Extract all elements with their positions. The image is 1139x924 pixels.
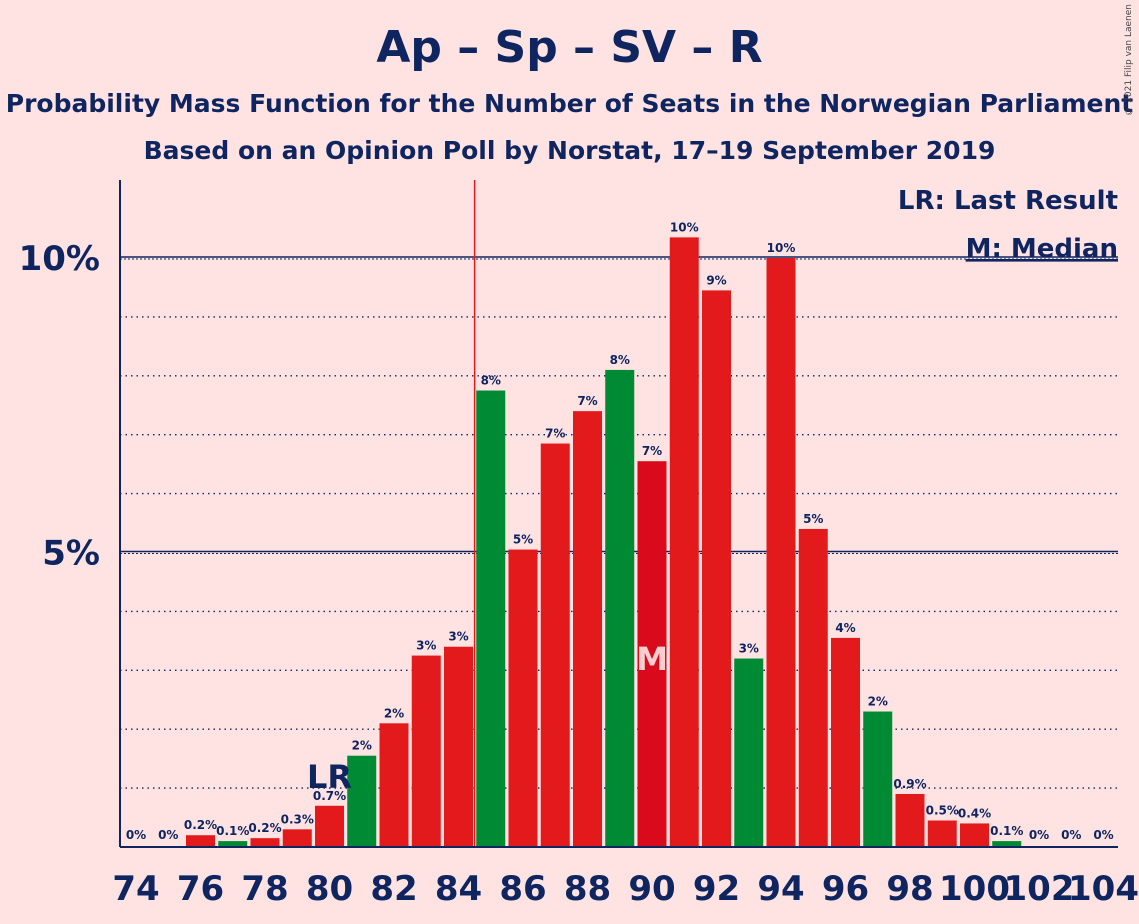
x-tick-label: 78	[241, 869, 288, 909]
bar-seat-96	[831, 637, 860, 847]
data-label: 0.9%	[893, 777, 926, 791]
data-label: 0%	[1061, 828, 1081, 842]
bar-seat-77	[218, 841, 248, 847]
x-tick-label: 96	[822, 869, 869, 909]
bar-seat-101	[992, 841, 1022, 847]
data-label: 0.3%	[281, 812, 314, 826]
data-label: 0%	[158, 828, 178, 842]
x-tick-label: 74	[112, 869, 159, 909]
data-label: 0.2%	[248, 821, 281, 835]
data-label: 0%	[1029, 828, 1049, 842]
x-tick-label: 102	[1004, 869, 1075, 909]
data-label: 0.5%	[926, 803, 959, 817]
data-label: 0%	[126, 828, 146, 842]
grid-lines	[120, 180, 1118, 847]
data-label: 0.1%	[990, 824, 1023, 838]
x-tick-label: 76	[177, 869, 224, 909]
bar-seat-99	[927, 820, 957, 847]
x-tick-label: 90	[628, 869, 675, 909]
bar-seat-97	[863, 711, 893, 847]
x-tick-label: 86	[499, 869, 546, 909]
bar-seat-81	[347, 755, 377, 847]
data-label: 7%	[577, 394, 597, 408]
bar-seat-95	[798, 528, 828, 847]
data-label: 3%	[416, 639, 436, 653]
bar-seat-91	[669, 237, 699, 847]
chart-source: Based on an Opinion Poll by Norstat, 17–…	[143, 136, 996, 165]
data-label: 9%	[706, 273, 726, 287]
bar-seat-87	[540, 443, 570, 847]
bar-seat-78	[250, 838, 280, 847]
data-label: 0.1%	[216, 824, 249, 838]
data-label: 8%	[610, 353, 630, 367]
y-tick-label: 10%	[19, 239, 100, 279]
data-label: 4%	[835, 621, 855, 635]
x-tick-label: 98	[886, 869, 933, 909]
bar-seat-92	[702, 290, 731, 847]
bar-seat-76	[186, 835, 215, 847]
x-tick-label: 88	[564, 869, 611, 909]
data-label: 7%	[545, 427, 565, 441]
data-label: 5%	[513, 533, 533, 547]
x-tick-label: 94	[757, 869, 804, 909]
data-label: 7%	[642, 444, 662, 458]
bar-seat-90	[637, 461, 667, 847]
data-label: 2%	[868, 695, 888, 709]
bar-seat-88	[573, 411, 602, 847]
bar-seat-83	[411, 655, 441, 847]
data-label: 8%	[481, 374, 501, 388]
bar-seat-94	[766, 258, 796, 847]
x-tick-label: 100	[939, 869, 1010, 909]
data-label: 3%	[448, 630, 468, 644]
data-label: 0.7%	[313, 789, 346, 803]
data-label: 10%	[767, 241, 796, 255]
x-tick-label: 92	[693, 869, 740, 909]
bar-seat-80	[315, 805, 344, 847]
y-tick-label: 5%	[42, 534, 100, 574]
bar-seat-93	[734, 658, 764, 847]
bar-seat-100	[960, 823, 989, 847]
bar-seat-79	[282, 829, 312, 847]
data-label: 3%	[739, 642, 759, 656]
x-tick-label: 104	[1068, 869, 1139, 909]
median-marker: M	[636, 640, 668, 678]
bar-seat-98	[895, 793, 925, 847]
x-tick-label: 82	[370, 869, 417, 909]
data-labels: 0% 0%0.2%0.1%0.2%0.3%0.7%2%2%3%3%8%5%7%7%…	[126, 220, 1114, 842]
data-label: 2%	[352, 739, 372, 753]
data-label: 10%	[670, 220, 699, 234]
x-tick-label: 84	[435, 869, 482, 909]
data-label: 2%	[384, 706, 404, 720]
data-label: 0%	[1093, 828, 1113, 842]
bars	[186, 237, 1022, 847]
chart-title: Ap – Sp – SV – R	[376, 22, 763, 73]
data-label: 0.4%	[958, 806, 991, 820]
legend-last-result: LR: Last Result	[898, 186, 1118, 216]
last-result-marker: LR	[307, 758, 352, 796]
bar-seat-86	[508, 549, 538, 847]
bar-seat-82	[379, 723, 409, 847]
bar-seat-85	[476, 390, 506, 847]
legend-median: M: Median	[966, 234, 1118, 264]
bar-seat-84	[444, 646, 473, 847]
chart-subtitle: Probability Mass Function for the Number…	[5, 89, 1134, 118]
data-label: 0.2%	[184, 818, 217, 832]
x-tick-label: 80	[306, 869, 353, 909]
bar-seat-89	[605, 369, 635, 847]
data-label: 5%	[803, 512, 823, 526]
